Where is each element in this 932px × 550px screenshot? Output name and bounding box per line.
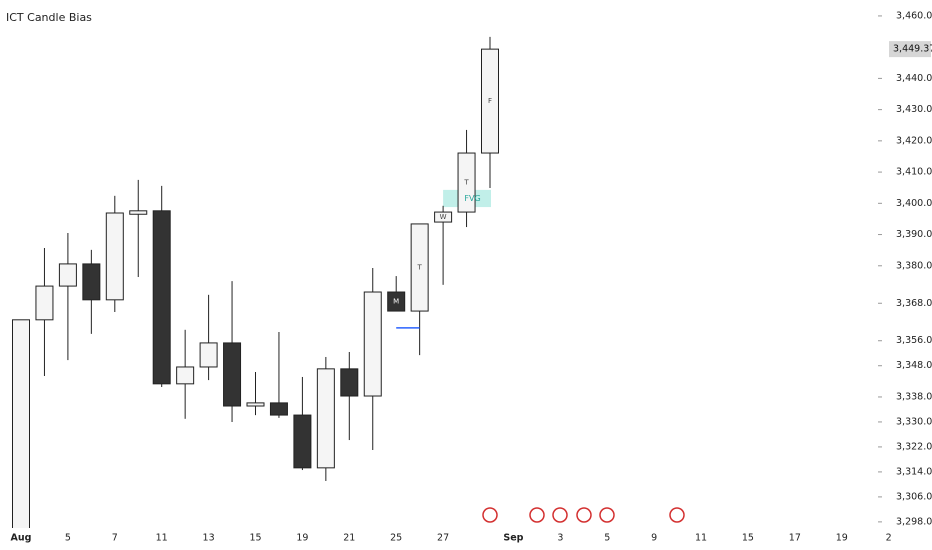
- x-tick-label: Aug: [11, 533, 32, 544]
- x-tick-label: 7: [112, 533, 118, 544]
- chart-title: ICT Candle Bias: [6, 11, 92, 24]
- x-tick-label: 27: [437, 533, 449, 544]
- event-flag[interactable]: [482, 507, 498, 523]
- event-flag[interactable]: [599, 507, 615, 523]
- last-price-label: 3,449.37: [893, 44, 932, 55]
- bias-label: M: [393, 298, 399, 306]
- bias-label: W: [440, 213, 447, 221]
- fvg-label: FVG: [464, 194, 480, 203]
- x-tick-label: 15: [742, 533, 754, 544]
- x-tick-label: 21: [343, 533, 355, 544]
- y-tick-label: 3,460.00: [896, 10, 932, 21]
- candle-body: [223, 342, 242, 407]
- candle-body: [457, 152, 476, 213]
- x-tick-label: 5: [604, 533, 610, 544]
- y-tick-label: 3,306.00: [896, 491, 932, 502]
- candle-body: [199, 342, 218, 368]
- bias-label: T: [463, 179, 469, 187]
- y-tick-label: 3,380.00: [896, 260, 932, 271]
- candle-body: [387, 291, 406, 312]
- y-tick-label: 3,356.00: [896, 335, 932, 346]
- event-flag[interactable]: [576, 507, 592, 523]
- x-tick-label: 5: [65, 533, 71, 544]
- y-tick-label: 3,348.00: [896, 360, 932, 371]
- y-tick-label: 3,440.00: [896, 73, 932, 84]
- candle-body: [176, 366, 195, 385]
- bias-label: T: [417, 263, 423, 271]
- y-tick-label: 3,314.00: [896, 466, 932, 477]
- y-tick-label: 3,298.00: [896, 516, 932, 527]
- x-tick-label: 2: [886, 533, 892, 544]
- y-tick-label: 3,368.00: [896, 298, 932, 309]
- x-tick-label: 11: [695, 533, 707, 544]
- candle-body: [340, 368, 359, 397]
- candle-body: [152, 210, 171, 385]
- candle-body: [58, 263, 77, 287]
- y-tick-label: 3,420.00: [896, 135, 932, 146]
- y-tick-label: 3,410.00: [896, 167, 932, 178]
- plot-area: M T W T F: [12, 36, 499, 528]
- y-tick-label: 3,322.00: [896, 441, 932, 452]
- bias-label: F: [488, 97, 492, 105]
- candle-body: [129, 210, 148, 215]
- candle-body: [246, 402, 265, 407]
- x-tick-label: 25: [390, 533, 402, 544]
- x-tick-label: 15: [249, 533, 261, 544]
- candle-body: [35, 285, 54, 321]
- candle-body: [481, 48, 499, 154]
- last-price-tag: [889, 41, 931, 58]
- x-tick-label: 19: [836, 533, 848, 544]
- x-tick-label: 13: [203, 533, 215, 544]
- candle-body: [82, 263, 101, 301]
- x-tick-label: 17: [789, 533, 801, 544]
- candle-body: [105, 212, 124, 301]
- y-tick-label: 3,338.00: [896, 391, 932, 402]
- y-tick-label: 3,330.00: [896, 416, 932, 427]
- x-tick-label: 19: [296, 533, 308, 544]
- event-flag[interactable]: [529, 507, 545, 523]
- candle-body: [363, 291, 382, 397]
- y-tick-label: 3,400.00: [896, 198, 932, 209]
- event-markers: [482, 507, 685, 523]
- candle-body: [293, 414, 312, 469]
- y-tick-label: 3,390.00: [896, 229, 932, 240]
- candle-body: [12, 319, 30, 528]
- x-tick-label: Sep: [503, 533, 523, 544]
- event-flag[interactable]: [669, 507, 685, 523]
- x-tick-label: 11: [156, 533, 168, 544]
- candle-body: [316, 368, 335, 469]
- candle-body: [410, 223, 429, 312]
- candle-body: [269, 402, 288, 416]
- x-tick-label: 9: [651, 533, 657, 544]
- x-tick-label: 3: [557, 533, 563, 544]
- y-tick-label: 3,430.00: [896, 104, 932, 115]
- event-flag[interactable]: [552, 507, 568, 523]
- candle-body: [434, 211, 453, 223]
